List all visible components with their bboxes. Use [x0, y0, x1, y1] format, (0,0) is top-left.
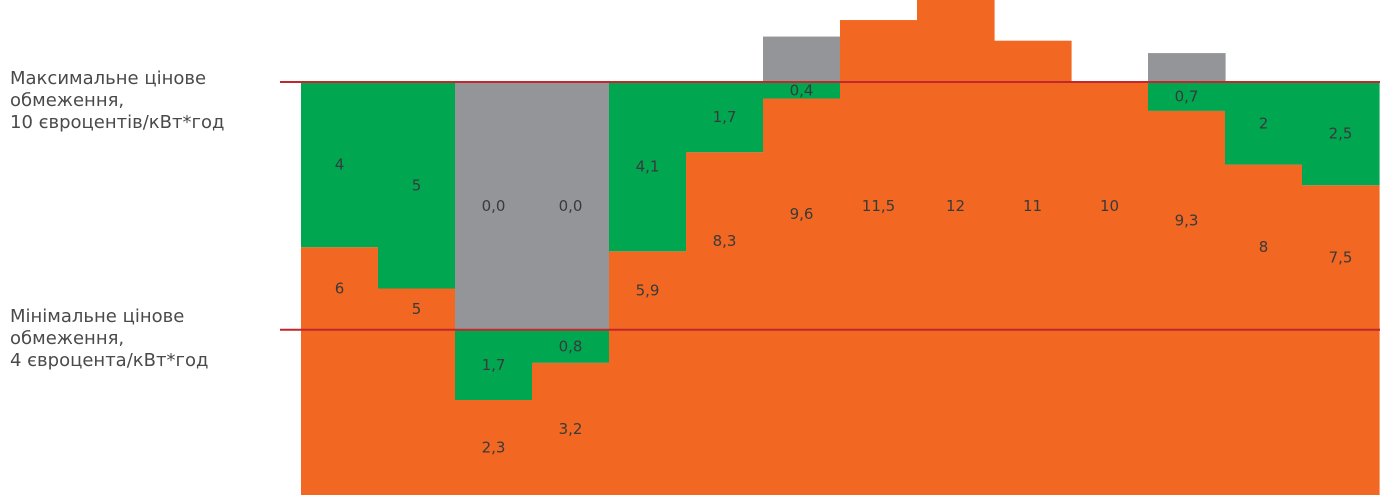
- min-label-line: обмеження,: [10, 328, 125, 349]
- value-label: 12: [946, 197, 965, 215]
- orange-segment: [609, 251, 687, 495]
- green-segment: [1302, 82, 1380, 186]
- value-label: 5: [412, 176, 422, 194]
- gray-segment: [532, 82, 610, 330]
- value-label: 11: [1023, 197, 1042, 215]
- min-label-line: 4 євроцента/кВт*год: [10, 350, 209, 371]
- value-label: 4,1: [636, 158, 660, 176]
- value-label: 6: [335, 280, 345, 298]
- orange-segment: [378, 288, 456, 495]
- gray-segment: [1148, 53, 1226, 82]
- orange-segment: [1148, 110, 1226, 495]
- max-label-line: обмеження,: [10, 90, 125, 111]
- value-label: 11,5: [862, 197, 895, 215]
- max-label-line: 10 євроцентів/кВт*год: [10, 112, 225, 133]
- value-label: 5,9: [636, 282, 660, 300]
- value-label: 0,4: [790, 81, 814, 99]
- max-price-cap-label: Максимальне цінове обмеження, 10 євроцен…: [10, 68, 295, 134]
- value-label: 1,7: [482, 356, 506, 374]
- green-segment: [1225, 82, 1303, 165]
- orange-segment: [1071, 82, 1149, 495]
- green-segment: [532, 329, 610, 363]
- orange-segment: [917, 0, 995, 496]
- value-label: 8,3: [713, 232, 737, 250]
- green-segment: [378, 82, 456, 289]
- value-label: 9,3: [1175, 211, 1199, 229]
- gray-segment: [763, 36, 841, 82]
- value-label: 0,0: [482, 197, 506, 215]
- value-label: 9,6: [790, 205, 814, 223]
- value-label: 2,3: [482, 439, 506, 457]
- green-segment: [686, 82, 764, 153]
- value-label: 0,0: [559, 197, 583, 215]
- value-label: 2: [1259, 114, 1269, 132]
- value-label: 5: [412, 300, 422, 318]
- value-label: 4: [335, 156, 345, 174]
- value-label: 3,2: [559, 420, 583, 438]
- green-segment: [1148, 82, 1226, 111]
- value-label: 0,7: [1175, 87, 1199, 105]
- value-label: 8: [1259, 238, 1269, 256]
- orange-segment: [840, 20, 918, 496]
- min-price-cap-label: Мінімальне цінове обмеження, 4 євроцента…: [10, 306, 295, 372]
- orange-segment: [1302, 185, 1380, 495]
- orange-segment: [532, 362, 610, 495]
- orange-segment: [301, 247, 379, 495]
- orange-segment: [994, 40, 1072, 495]
- green-segment: [301, 82, 379, 248]
- green-segment: [609, 82, 687, 252]
- green-segment: [763, 82, 841, 99]
- orange-segment: [455, 400, 533, 495]
- gray-segment: [455, 82, 533, 330]
- orange-segment: [763, 98, 841, 496]
- orange-segment: [686, 152, 764, 495]
- green-segment: [455, 329, 533, 401]
- value-label: 7,5: [1329, 249, 1353, 267]
- value-label: 1,7: [713, 108, 737, 126]
- value-label: 2,5: [1329, 125, 1353, 143]
- value-label: 10: [1100, 197, 1119, 215]
- max-label-line: Максимальне цінове: [10, 68, 207, 89]
- value-label: 0,8: [559, 337, 583, 355]
- min-label-line: Мінімальне цінове: [10, 306, 185, 327]
